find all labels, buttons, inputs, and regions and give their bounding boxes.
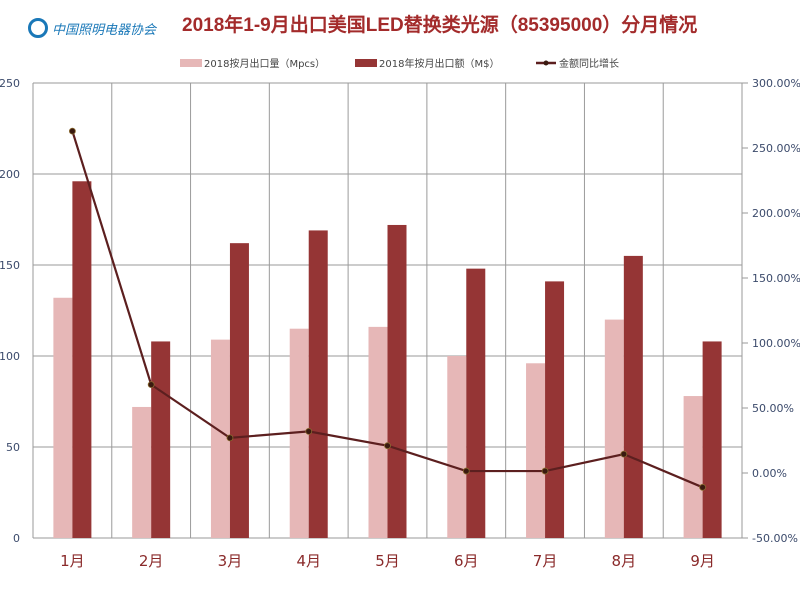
x-tick-label: 4月 <box>296 552 321 570</box>
left-tick-label: 150 <box>0 259 20 272</box>
line-point <box>541 467 549 475</box>
legend-label: 2018按月出口量（Mpcs） <box>204 57 325 70</box>
x-tick-label: 1月 <box>60 552 85 570</box>
bar-amount <box>151 341 171 538</box>
bar-amount <box>308 230 328 539</box>
x-tick-label: 5月 <box>375 552 400 570</box>
bar-amount <box>72 181 92 538</box>
x-tick-label: 3月 <box>218 552 243 570</box>
bar-amount <box>387 224 407 538</box>
bar-volume <box>604 319 624 538</box>
line-point <box>462 467 470 475</box>
line-point <box>147 381 155 389</box>
right-tick-label: 200.00% <box>752 207 800 220</box>
bar-amount <box>702 341 722 538</box>
legend-line-marker <box>543 60 549 66</box>
right-tick-label: 300.00% <box>752 77 800 90</box>
bar-volume <box>210 339 230 538</box>
line-point <box>305 427 313 435</box>
left-tick-label: 0 <box>13 532 20 545</box>
legend-label: 金额同比增长 <box>559 57 619 70</box>
right-tick-label: 250.00% <box>752 142 800 155</box>
bar-volume <box>53 297 73 538</box>
bar-amount <box>545 281 565 538</box>
left-tick-label: 100 <box>0 350 20 363</box>
bar-volume <box>368 326 388 538</box>
x-tick-label: 2月 <box>139 552 164 570</box>
left-tick-label: 200 <box>0 168 20 181</box>
legend-label: 2018年按月出口额（M$） <box>379 57 499 70</box>
bar-volume <box>132 406 152 538</box>
left-tick-label: 250 <box>0 77 20 90</box>
bar-amount <box>466 268 486 538</box>
bar-volume <box>683 396 703 538</box>
bar-amount <box>623 255 643 538</box>
line-point <box>699 483 707 491</box>
bar-volume <box>526 363 546 538</box>
right-tick-label: -50.00% <box>752 532 798 545</box>
legend-swatch <box>180 59 202 67</box>
bar-volume <box>447 356 467 538</box>
x-tick-label: 6月 <box>454 552 479 570</box>
left-tick-label: 50 <box>6 441 20 454</box>
chart-title: 2018年1-9月出口美国LED替换类光源（85395000）分月情况 <box>182 15 698 36</box>
logo-text: 中国照明电器协会 <box>52 22 157 38</box>
right-tick-label: 50.00% <box>752 402 794 415</box>
legend-swatch <box>355 59 377 67</box>
x-tick-label: 9月 <box>690 552 715 570</box>
logo-mark <box>28 18 48 38</box>
logo: 中国照明电器协会 <box>28 18 156 38</box>
line-point <box>68 127 76 135</box>
x-tick-label: 7月 <box>533 552 558 570</box>
right-tick-label: 0.00% <box>752 467 787 480</box>
right-tick-label: 150.00% <box>752 272 800 285</box>
x-tick-label: 8月 <box>612 552 637 570</box>
line-point <box>620 450 628 458</box>
bar-amount <box>229 243 249 538</box>
right-tick-label: 100.00% <box>752 337 800 350</box>
bar-volume <box>289 328 309 538</box>
line-point <box>384 442 391 450</box>
line-point <box>226 434 234 442</box>
